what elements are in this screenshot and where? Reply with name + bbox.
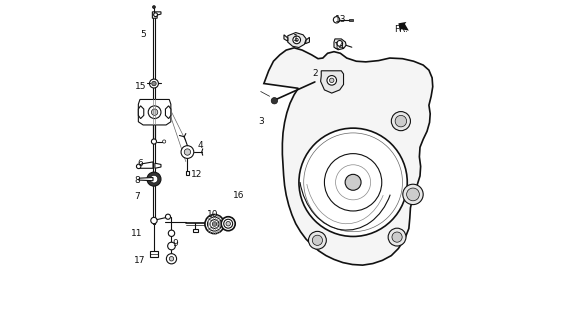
Text: 1: 1 [293, 35, 299, 44]
Text: 7: 7 [134, 192, 140, 201]
Polygon shape [193, 229, 198, 232]
Text: 8: 8 [134, 176, 140, 185]
Circle shape [221, 217, 235, 231]
Circle shape [226, 221, 230, 226]
Circle shape [212, 222, 217, 226]
Text: FR.: FR. [394, 25, 408, 34]
Text: 17: 17 [134, 256, 145, 265]
Circle shape [406, 188, 419, 201]
Polygon shape [186, 171, 190, 175]
Circle shape [293, 36, 301, 44]
Circle shape [152, 109, 158, 116]
Polygon shape [305, 37, 310, 44]
Polygon shape [139, 162, 153, 168]
Polygon shape [264, 48, 433, 265]
Text: 6: 6 [138, 159, 143, 168]
Polygon shape [152, 12, 161, 18]
Circle shape [324, 154, 382, 211]
Circle shape [210, 220, 219, 228]
Polygon shape [288, 33, 306, 48]
Circle shape [152, 139, 157, 144]
Text: 4: 4 [198, 141, 203, 150]
Text: 10: 10 [207, 210, 218, 219]
Circle shape [312, 235, 323, 245]
Circle shape [166, 254, 177, 264]
Polygon shape [139, 178, 153, 181]
Circle shape [208, 217, 221, 231]
Circle shape [153, 13, 157, 17]
Text: 2: 2 [312, 69, 318, 78]
Circle shape [295, 38, 298, 42]
Circle shape [168, 242, 175, 250]
Polygon shape [138, 100, 171, 125]
Polygon shape [150, 252, 158, 257]
Text: 14: 14 [334, 42, 345, 52]
Circle shape [333, 17, 340, 23]
Circle shape [329, 78, 334, 83]
Circle shape [345, 174, 361, 190]
Circle shape [271, 98, 277, 104]
Circle shape [184, 149, 191, 155]
Circle shape [336, 165, 371, 200]
Circle shape [403, 184, 423, 204]
Circle shape [150, 175, 158, 183]
Polygon shape [155, 163, 161, 168]
Text: 9: 9 [173, 239, 178, 248]
Circle shape [181, 146, 194, 158]
Circle shape [205, 214, 224, 234]
Circle shape [162, 140, 166, 143]
Circle shape [169, 257, 174, 261]
Circle shape [136, 164, 141, 169]
Polygon shape [334, 39, 346, 50]
Circle shape [395, 116, 406, 127]
Circle shape [337, 41, 342, 46]
Circle shape [152, 81, 156, 86]
Text: 5: 5 [140, 30, 145, 39]
Text: 3: 3 [258, 117, 264, 126]
Circle shape [388, 228, 406, 246]
Polygon shape [320, 71, 344, 93]
Polygon shape [138, 106, 144, 119]
Polygon shape [349, 19, 353, 21]
Text: 11: 11 [131, 229, 143, 238]
Polygon shape [165, 106, 171, 119]
Circle shape [148, 106, 161, 119]
Circle shape [304, 133, 402, 232]
Circle shape [391, 112, 410, 131]
Polygon shape [398, 22, 409, 31]
Circle shape [147, 172, 161, 186]
Text: 15: 15 [135, 82, 146, 91]
Circle shape [151, 217, 157, 224]
Text: 13: 13 [335, 15, 346, 24]
Circle shape [299, 128, 408, 236]
Circle shape [392, 232, 402, 242]
Circle shape [168, 230, 175, 236]
Circle shape [165, 214, 170, 219]
Circle shape [327, 76, 337, 85]
Circle shape [153, 6, 155, 8]
Text: 16: 16 [233, 190, 244, 200]
Circle shape [149, 79, 158, 88]
Polygon shape [284, 35, 288, 41]
Circle shape [308, 231, 327, 249]
Text: 12: 12 [191, 170, 202, 179]
Circle shape [224, 219, 233, 228]
